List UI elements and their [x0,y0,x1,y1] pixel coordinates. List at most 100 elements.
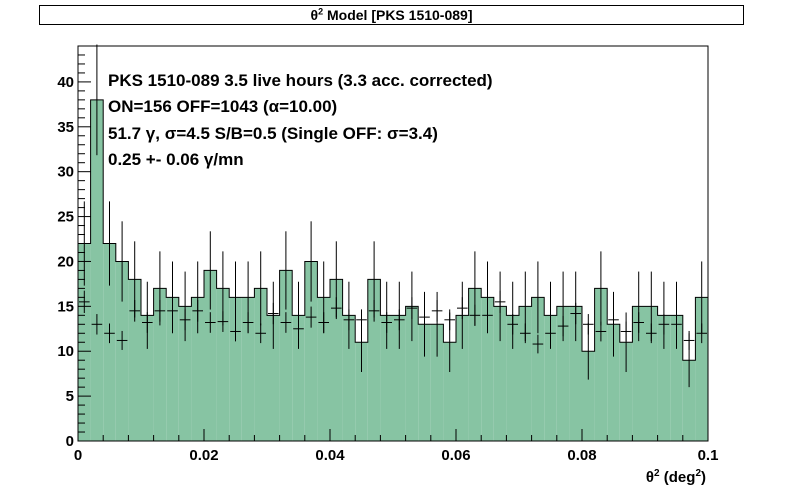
y-tick-label-0: 0 [66,433,74,450]
off-point-13 [242,312,254,333]
on-bin-30 [456,315,469,441]
xlabel-end: ) [701,469,706,486]
x-tick-label-4: 0.08 [567,447,596,464]
on-bin-26 [405,306,419,441]
on-bin-7 [166,297,179,441]
on-bin-8 [178,306,192,441]
off-point-35 [520,323,531,344]
annotation-line-4: 0.25 +- 0.06 γ/mn [108,150,244,169]
off-point-1 [91,314,103,335]
off-point-29 [444,309,455,331]
x-tick-label-5: 0.1 [698,447,719,464]
on-bin-40 [582,351,595,441]
off-point-17 [293,318,304,339]
y-tick-label-6: 30 [57,164,74,181]
off-point-6 [154,300,166,322]
off-point-9 [192,300,203,322]
off-point-40 [583,314,594,335]
off-point-43 [620,321,632,342]
title-theta: θ [310,7,319,23]
on-bin-36 [531,297,545,441]
annotation-line-1: PKS 1510-089 3.5 live hours (3.3 acc. co… [108,71,493,90]
off-point-8 [179,309,191,331]
on-bin-12 [229,297,242,441]
off-point-46 [658,314,670,335]
y-tick-label-4: 20 [57,253,74,270]
x-tick-label-3: 0.06 [441,447,470,464]
off-point-20 [331,297,342,320]
on-bin-45 [645,306,658,441]
on-bin-48 [682,360,696,441]
off-point-4 [129,300,140,322]
annotation-line-3: 51.7 γ, σ=4.5 S/B=0.5 (Single OFF: σ=3.4… [108,124,438,143]
off-point-15 [268,302,279,325]
on-bin-34 [506,315,519,441]
x-tick-label-2: 0.04 [315,447,345,464]
on-bin-22 [355,342,368,441]
y-tick-label-8: 40 [57,74,74,91]
off-point-2 [104,323,115,344]
off-point-14 [255,323,266,344]
annotation-line-2: ON=156 OFF=1043 (α=10.00) [108,97,337,116]
off-point-28 [431,300,443,322]
on-bin-21 [342,315,356,441]
on-bin-20 [330,279,343,441]
off-point-27 [419,306,430,328]
off-point-44 [633,312,644,333]
xlabel-sup1: 2 [654,468,660,479]
off-point-5 [142,312,153,333]
off-point-25 [394,309,405,331]
off-point-16 [280,312,292,333]
on-bin-16 [279,270,293,441]
on-bin-23 [367,279,381,441]
off-point-30 [457,297,468,320]
off-point-42 [608,309,619,331]
y-tick-label-1: 5 [66,388,74,405]
title-sup: 2 [318,6,324,17]
on-bin-35 [519,306,532,441]
on-bin-14 [254,288,267,441]
on-bin-42 [607,324,620,441]
xlabel-base: θ [646,469,654,486]
on-bin-31 [468,288,482,441]
off-point-32 [482,304,493,326]
off-point-33 [494,290,506,314]
on-bin-38 [556,306,570,441]
off-point-21 [343,309,355,331]
off-point-39 [570,302,581,325]
off-point-10 [205,312,216,333]
y-tick-label-7: 35 [57,119,74,136]
off-point-41 [595,321,607,342]
on-bin-13 [241,297,255,441]
on-bin-9 [191,297,204,441]
off-point-12 [230,321,241,342]
on-outline [77,99,709,441]
on-bin-46 [657,315,671,441]
off-point-45 [646,323,657,344]
on-bin-5 [141,315,154,441]
off-point-36 [532,334,544,354]
x-axis-label: θ2 (deg2) [646,468,706,486]
on-bin-41 [594,288,608,441]
on-bin-4 [128,279,141,441]
chart-title: θ2 Model [PKS 1510-089] [39,5,744,25]
off-point-48 [683,330,695,350]
off-point-22 [356,309,367,331]
tick-labels: 0 0.02 0.04 0.06 0.08 0.1 0 5 10 15 20 25 30 35 40 [57,74,718,464]
off-point-19 [318,312,329,333]
y-tick-label-5: 25 [57,209,74,226]
off-point-26 [406,297,418,320]
on-bin-19 [317,297,330,441]
on-bin-3 [115,261,129,441]
on-bin-6 [153,288,167,441]
off-point-38 [557,315,569,337]
on-bin-43 [619,342,633,441]
on-bin-25 [393,315,406,441]
off-point-31 [469,304,481,326]
y-tick-label-3: 15 [57,298,74,315]
on-bin-15 [267,315,280,441]
on-bin-18 [304,261,318,441]
on-bin-29 [443,342,456,441]
x-tick-label-1: 0.02 [189,447,218,464]
